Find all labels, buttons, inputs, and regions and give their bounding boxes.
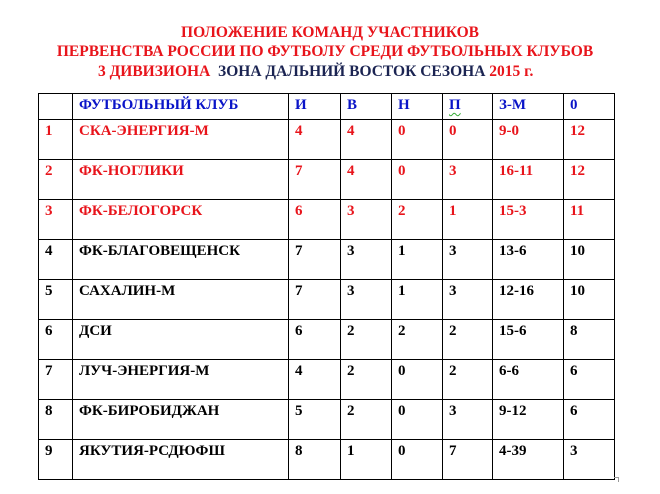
table-row: 6 ДСИ 6 2 2 2 15-6 8 xyxy=(38,319,615,360)
cell-wins: 2 xyxy=(340,359,392,400)
cell-draws: 1 xyxy=(391,239,443,280)
cell-club: ЯКУТИЯ-РСДЮФШ xyxy=(72,439,289,480)
cell-wins: 1 xyxy=(340,439,392,480)
cell-wins: 2 xyxy=(340,319,392,360)
cell-points: 10 xyxy=(563,279,615,320)
table-row: 4 ФК-БЛАГОВЕЩЕНСК 7 3 1 3 13-6 10 xyxy=(38,239,615,280)
cell-goals: 12-16 xyxy=(492,279,564,320)
cell-goals: 15-3 xyxy=(492,199,564,240)
cell-points: 12 xyxy=(563,119,615,160)
cell-losses: 0 xyxy=(442,119,493,160)
cell-wins: 3 xyxy=(340,199,392,240)
header-losses-text: П xyxy=(449,97,461,113)
cell-games: 8 xyxy=(288,439,341,480)
cell-goals: 9-0 xyxy=(492,119,564,160)
cell-club: САХАЛИН-М xyxy=(72,279,289,320)
cell-games: 7 xyxy=(288,279,341,320)
cell-draws: 0 xyxy=(391,399,443,440)
table-header-row: ФУТБОЛЬНЫЙ КЛУБ И В Н П З-М 0 xyxy=(38,93,615,120)
cell-club: ДСИ xyxy=(72,319,289,360)
cell-games: 7 xyxy=(288,239,341,280)
cell-club: ЛУЧ-ЭНЕРГИЯ-М xyxy=(72,359,289,400)
title-zone: ЗОНА ДАЛЬНИЙ ВОСТОК СЕЗОНА xyxy=(218,63,486,80)
standings-table: ФУТБОЛЬНЫЙ КЛУБ И В Н П З-М 0 1 СКА-ЭНЕРГ… xyxy=(38,93,615,480)
cell-place: 7 xyxy=(38,359,73,400)
cell-place: 4 xyxy=(38,239,73,280)
cell-points: 11 xyxy=(563,199,615,240)
header-cell-goals: З-М xyxy=(492,93,564,120)
cell-goals: 13-6 xyxy=(492,239,564,280)
cell-club: ФК-БЕЛОГОРСК xyxy=(72,199,289,240)
cell-wins: 3 xyxy=(340,239,392,280)
cell-goals: 9-12 xyxy=(492,399,564,440)
cell-draws: 0 xyxy=(391,159,443,200)
cell-losses: 2 xyxy=(442,319,493,360)
table-row: 9 ЯКУТИЯ-РСДЮФШ 8 1 0 7 4-39 3 xyxy=(38,439,615,480)
cell-goals: 6-6 xyxy=(492,359,564,400)
header-cell-wins: В xyxy=(340,93,392,120)
table-row: 8 ФК-БИРОБИДЖАН 5 2 0 3 9-12 6 xyxy=(38,399,615,440)
cell-points: 8 xyxy=(563,319,615,360)
title-division: 3 ДИВИЗИОНА xyxy=(98,63,211,80)
cell-games: 6 xyxy=(288,319,341,360)
header-cell-points: 0 xyxy=(563,93,615,120)
cell-points: 12 xyxy=(563,159,615,200)
cell-draws: 0 xyxy=(391,439,443,480)
cell-club: СКА-ЭНЕРГИЯ-М xyxy=(72,119,289,160)
cell-losses: 2 xyxy=(442,359,493,400)
cell-club: ФК-НОГЛИКИ xyxy=(72,159,289,200)
title-year: 2015 г. xyxy=(489,63,534,80)
cell-draws: 1 xyxy=(391,279,443,320)
table-row: 2 ФК-НОГЛИКИ 7 4 0 3 16-11 12 xyxy=(38,159,615,200)
table-row: 3 ФК-БЕЛОГОРСК 6 3 2 1 15-3 11 xyxy=(38,199,615,240)
cell-points: 3 xyxy=(563,439,615,480)
cell-place: 9 xyxy=(38,439,73,480)
table-row: 5 САХАЛИН-М 7 3 1 3 12-16 10 xyxy=(38,279,615,320)
table-row: 1 СКА-ЭНЕРГИЯ-М 4 4 0 0 9-0 12 xyxy=(38,119,615,160)
cell-place: 3 xyxy=(38,199,73,240)
cell-points: 10 xyxy=(563,239,615,280)
cell-draws: 2 xyxy=(391,319,443,360)
header-cell-draws: Н xyxy=(391,93,443,120)
title-line-2: ПЕРВЕНСТВА РОССИИ ПО ФУТБОЛУ СРЕДИ ФУТБО… xyxy=(56,43,594,60)
header-cell-losses: П xyxy=(442,93,493,120)
cell-wins: 4 xyxy=(340,119,392,160)
cell-draws: 2 xyxy=(391,199,443,240)
header-cell-club: ФУТБОЛЬНЫЙ КЛУБ xyxy=(72,93,289,120)
cell-goals: 16-11 xyxy=(492,159,564,200)
cell-draws: 0 xyxy=(391,119,443,160)
header-cell-games: И xyxy=(288,93,341,120)
cell-wins: 4 xyxy=(340,159,392,200)
cell-place: 1 xyxy=(38,119,73,160)
cell-wins: 3 xyxy=(340,279,392,320)
cell-goals: 4-39 xyxy=(492,439,564,480)
table-row: 7 ЛУЧ-ЭНЕРГИЯ-М 4 2 0 2 6-6 6 xyxy=(38,359,615,400)
cell-losses: 3 xyxy=(442,239,493,280)
cell-wins: 2 xyxy=(340,399,392,440)
cell-club: ФК-БИРОБИДЖАН xyxy=(72,399,289,440)
cell-games: 4 xyxy=(288,119,341,160)
header-cell-place xyxy=(38,93,73,120)
cell-points: 6 xyxy=(563,399,615,440)
title-line-3: 3 ДИВИЗИОНА ЗОНА ДАЛЬНИЙ ВОСТОК СЕЗОНА 2… xyxy=(98,63,533,81)
cell-losses: 3 xyxy=(442,159,493,200)
cell-place: 8 xyxy=(38,399,73,440)
cell-club: ФК-БЛАГОВЕЩЕНСК xyxy=(72,239,289,280)
cell-place: 5 xyxy=(38,279,73,320)
cell-games: 6 xyxy=(288,199,341,240)
cell-draws: 0 xyxy=(391,359,443,400)
cell-games: 7 xyxy=(288,159,341,200)
cell-points: 6 xyxy=(563,359,615,400)
cell-losses: 3 xyxy=(442,399,493,440)
cell-games: 5 xyxy=(288,399,341,440)
cell-games: 4 xyxy=(288,359,341,400)
cell-place: 6 xyxy=(38,319,73,360)
title-line-1: ПОЛОЖЕНИЕ КОМАНД УЧАСТНИКОВ xyxy=(181,24,479,41)
table-end-marker xyxy=(614,477,619,482)
cell-losses: 1 xyxy=(442,199,493,240)
cell-losses: 7 xyxy=(442,439,493,480)
cell-losses: 3 xyxy=(442,279,493,320)
cell-goals: 15-6 xyxy=(492,319,564,360)
cell-place: 2 xyxy=(38,159,73,200)
